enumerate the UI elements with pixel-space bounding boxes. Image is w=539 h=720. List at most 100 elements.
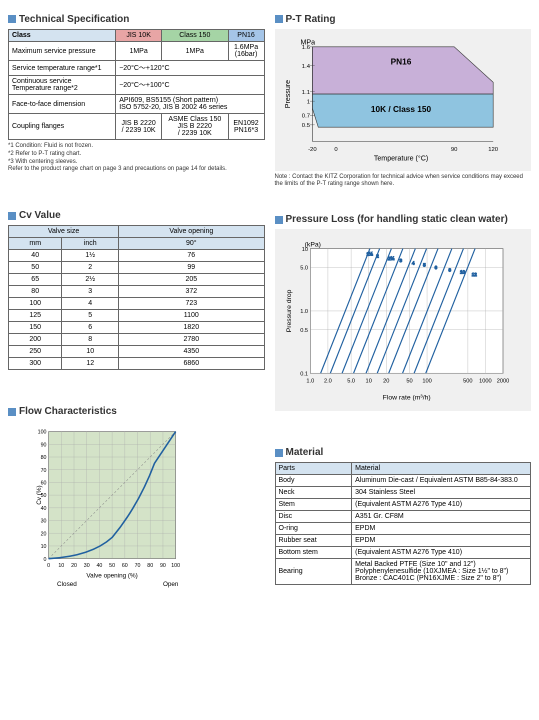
pt-note: Note : Contact the KITZ Corporation for …: [275, 174, 532, 188]
table-row-value: (Equivalent ASTM A276 Type 410): [352, 547, 531, 559]
flow-title: Flow Characteristics: [8, 406, 265, 417]
svg-text:40: 40: [41, 506, 47, 512]
svg-text:100: 100: [38, 430, 47, 436]
table-row-value: 99: [119, 262, 264, 274]
svg-text:20: 20: [41, 532, 47, 538]
svg-text:500: 500: [463, 379, 472, 385]
table-row-value: 40: [9, 250, 62, 262]
table-row-value: 1100: [119, 310, 264, 322]
table-row-value: 76: [119, 250, 264, 262]
table-row-value: Metal Backed PTFE (Size 10" and 12") Pol…: [352, 559, 531, 585]
svg-text:PN16: PN16: [390, 58, 411, 67]
svg-text:90: 90: [450, 147, 457, 153]
techspec-title: Technical Specification: [8, 14, 265, 25]
svg-text:1.1: 1.1: [301, 90, 309, 96]
svg-text:120: 120: [488, 147, 499, 153]
svg-text:2½: 2½: [388, 255, 395, 261]
svg-text:1: 1: [306, 100, 309, 106]
cv-title: Cv Value: [8, 210, 265, 221]
th-pn16: PN16: [228, 30, 264, 42]
svg-text:10: 10: [41, 544, 47, 550]
table-row-value: 1820: [119, 322, 264, 334]
svg-text:2000: 2000: [496, 379, 509, 385]
table-row-label: Neck: [275, 487, 352, 499]
svg-text:10: 10: [365, 379, 371, 385]
table-row-value: 4350: [119, 346, 264, 358]
svg-text:0.7: 0.7: [301, 114, 309, 120]
svg-text:100: 100: [422, 379, 431, 385]
table-row-label: Service temperature range*1: [9, 61, 116, 76]
table-row-value: −20°C～+120°C: [116, 61, 264, 76]
svg-text:90: 90: [160, 563, 166, 569]
table-row-label: Maximum service pressure: [9, 42, 116, 61]
table-row-value: (Equivalent ASTM A276 Type 410): [352, 499, 531, 511]
table-row-value: 372: [119, 286, 264, 298]
svg-text:-20: -20: [308, 147, 317, 153]
table-row-value: API609, BS5155 (Short pattern) ISO 5752-…: [116, 95, 264, 114]
svg-text:5.0: 5.0: [347, 379, 355, 385]
table-row-label: Rubber seat: [275, 535, 352, 547]
table-row-value: 80: [9, 286, 62, 298]
techspec-table: Class JIS 10K Class 150 PN16 Maximum ser…: [8, 29, 265, 140]
flow-chart: 0102030405060708090100 01020304050607080…: [8, 421, 265, 601]
svg-text:0: 0: [44, 557, 47, 563]
table-row-value: 4: [62, 298, 119, 310]
svg-text:1000: 1000: [479, 379, 492, 385]
svg-text:40: 40: [96, 563, 102, 569]
mat-table: Parts Material BodyAluminum Die-cast / E…: [275, 462, 532, 585]
svg-text:30: 30: [84, 563, 90, 569]
table-row-label: Disc: [275, 511, 352, 523]
cv-h-deg: 90°: [119, 238, 264, 250]
svg-text:80: 80: [147, 563, 153, 569]
table-row-value: 200: [9, 334, 62, 346]
th-c150: Class 150: [162, 30, 229, 42]
pt-chart: MPa PN16 10K / Class 150 0.50.711.11.41.…: [275, 29, 532, 171]
svg-text:Pressure: Pressure: [283, 80, 291, 108]
cv-table: Valve size Valve opening mm inch 90° 401…: [8, 225, 265, 370]
table-row-value: 8: [62, 334, 119, 346]
svg-text:50: 50: [109, 563, 115, 569]
cv-h-mm: mm: [9, 238, 62, 250]
table-row-value: Aluminum Die-cast / Equivalent ASTM B85-…: [352, 475, 531, 487]
table-row-value: −20°C～+100°C: [116, 76, 264, 95]
svg-text:1½: 1½: [366, 251, 373, 257]
th-class: Class: [9, 30, 116, 42]
table-row-value: EPDM: [352, 535, 531, 547]
svg-text:100: 100: [171, 563, 180, 569]
table-row-value: 65: [9, 274, 62, 286]
svg-text:20: 20: [71, 563, 77, 569]
svg-text:70: 70: [41, 468, 47, 474]
svg-text:50: 50: [406, 379, 412, 385]
table-row-value: 12: [62, 358, 119, 370]
ploss-title: Pressure Loss (for handling static clean…: [275, 214, 532, 225]
table-row-value: 100: [9, 298, 62, 310]
svg-text:60: 60: [122, 563, 128, 569]
svg-text:Closed: Closed: [57, 581, 77, 588]
table-row-value: EN1092 PN16*3: [228, 114, 264, 140]
table-row-value: 250: [9, 346, 62, 358]
svg-text:0: 0: [334, 147, 338, 153]
table-row-value: 3: [62, 286, 119, 298]
table-row-label: Stem: [275, 499, 352, 511]
svg-text:1.6: 1.6: [301, 45, 310, 51]
table-row-label: Body: [275, 475, 352, 487]
table-row-value: 150: [9, 322, 62, 334]
svg-text:Cv (%): Cv (%): [36, 486, 43, 505]
cv-h-size: Valve size: [9, 226, 119, 238]
table-row-label: O-ring: [275, 523, 352, 535]
svg-text:1.0: 1.0: [300, 310, 308, 316]
svg-text:2.0: 2.0: [323, 379, 331, 385]
ploss-chart: (kPa) 1½22½345681012 1.02.05.01020501005…: [275, 229, 532, 411]
table-row-label: Bearing: [275, 559, 352, 585]
mat-h-mat: Material: [352, 463, 531, 475]
table-row-value: 125: [9, 310, 62, 322]
table-row-value: 723: [119, 298, 264, 310]
table-row-value: A351 Gr. CF8M: [352, 511, 531, 523]
table-row-value: 205: [119, 274, 264, 286]
table-row-value: 300: [9, 358, 62, 370]
cv-h-open: Valve opening: [119, 226, 264, 238]
svg-text:10K / Class 150: 10K / Class 150: [370, 105, 431, 114]
pt-title: P-T Rating: [275, 14, 532, 25]
table-row-value: EPDM: [352, 523, 531, 535]
svg-text:10: 10: [58, 563, 64, 569]
